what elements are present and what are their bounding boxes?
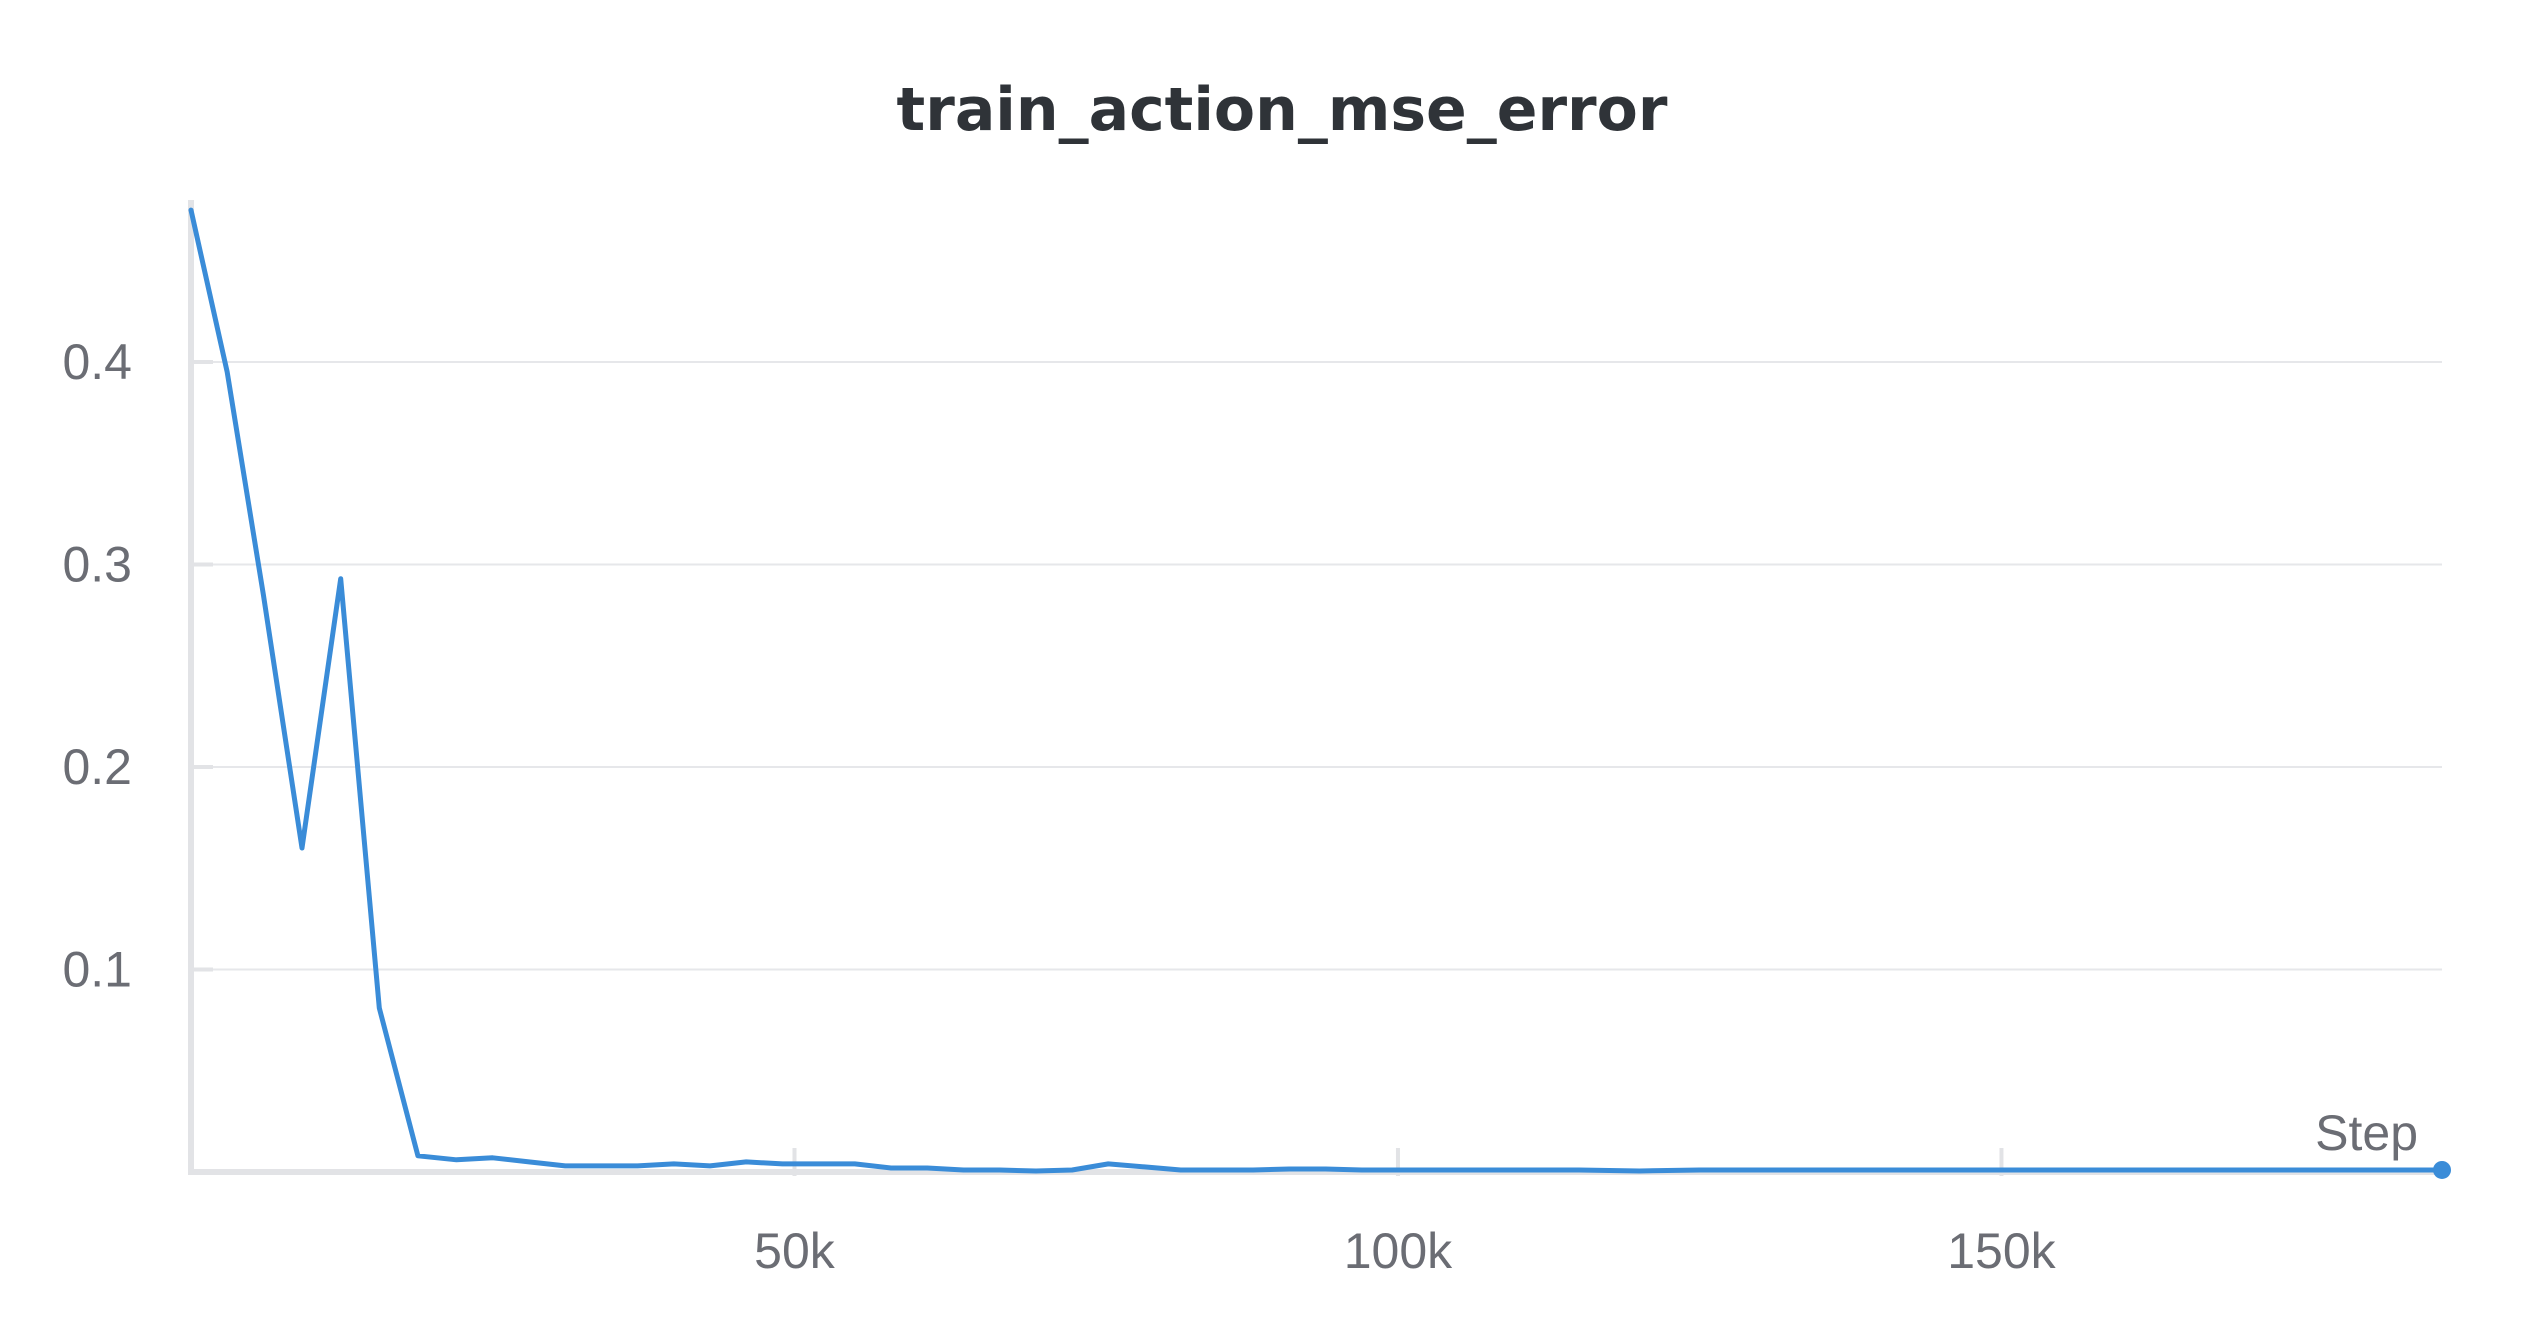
chart-title: train_action_mse_error [897, 75, 1668, 145]
y-tick-label: 0.1 [62, 942, 132, 998]
series-end-point [2433, 1160, 2451, 1179]
x-axis-title: Step [2315, 1105, 2418, 1161]
axes [188, 200, 2442, 1175]
grid-lines [189, 360, 2442, 1176]
series-line [188, 207, 2445, 1174]
x-tick-label: 50k [754, 1223, 836, 1279]
series [188, 207, 2451, 1179]
x-tick-label: 100k [1344, 1223, 1453, 1279]
x-tick-label: 150k [1947, 1223, 2056, 1279]
y-tick-label: 0.2 [62, 739, 132, 795]
y-tick-label: 0.4 [62, 334, 132, 390]
tick-labels: 0.1 0.2 0.3 0.4 50k 100k 150k [62, 334, 2056, 1279]
y-tick-label: 0.3 [62, 537, 132, 593]
